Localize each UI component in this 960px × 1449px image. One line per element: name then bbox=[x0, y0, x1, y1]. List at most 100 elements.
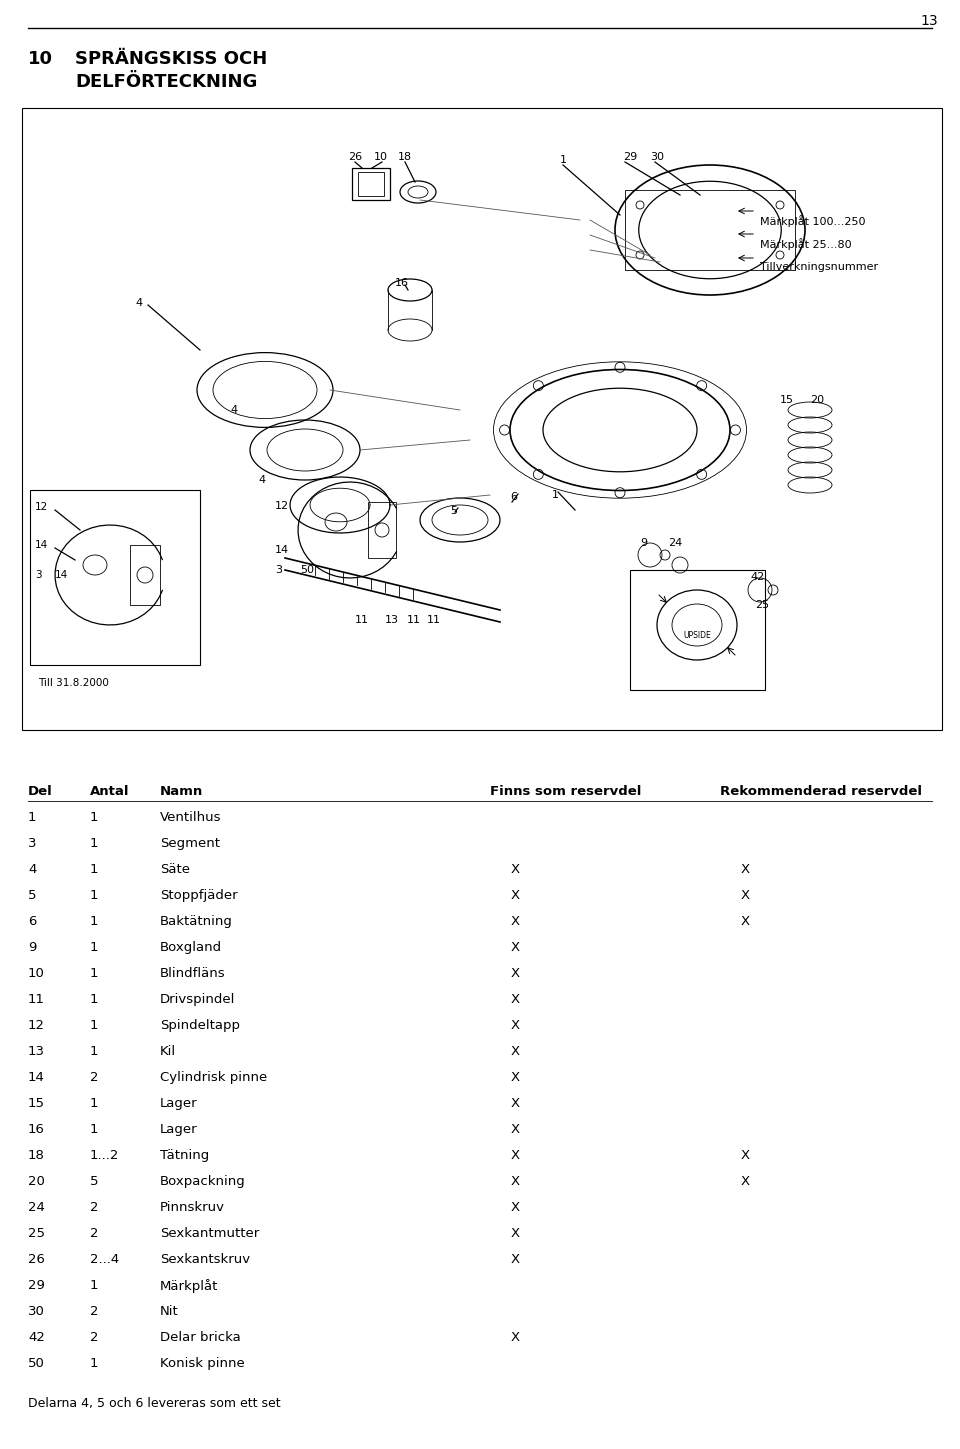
Text: X: X bbox=[740, 1175, 750, 1188]
Bar bbox=[352, 168, 390, 200]
Text: 2...4: 2...4 bbox=[90, 1253, 119, 1266]
Bar bbox=[22, 109, 942, 730]
Text: X: X bbox=[511, 864, 519, 877]
Text: Märkplåt: Märkplåt bbox=[160, 1279, 218, 1293]
Text: X: X bbox=[511, 1123, 519, 1136]
Text: X: X bbox=[511, 1071, 519, 1084]
Text: 1: 1 bbox=[90, 864, 99, 877]
Text: Spindeltapp: Spindeltapp bbox=[160, 1019, 240, 1032]
Text: 20: 20 bbox=[810, 396, 824, 406]
Text: 9: 9 bbox=[28, 940, 36, 953]
Text: SPRÄNGSKISS OCH: SPRÄNGSKISS OCH bbox=[75, 51, 267, 68]
Text: 6: 6 bbox=[28, 914, 36, 927]
Text: 10: 10 bbox=[374, 152, 388, 162]
Text: Stoppfjäder: Stoppfjäder bbox=[160, 890, 238, 901]
Text: X: X bbox=[511, 1227, 519, 1240]
Text: 26: 26 bbox=[348, 152, 362, 162]
Bar bbox=[625, 190, 795, 270]
Text: 1...2: 1...2 bbox=[90, 1149, 119, 1162]
Text: 1: 1 bbox=[560, 155, 567, 165]
Text: 4: 4 bbox=[135, 298, 142, 309]
Text: 1: 1 bbox=[28, 811, 36, 824]
Text: 11: 11 bbox=[28, 993, 45, 1006]
Text: 1: 1 bbox=[90, 914, 99, 927]
Text: 42: 42 bbox=[28, 1332, 45, 1345]
Text: Boxgland: Boxgland bbox=[160, 940, 222, 953]
Text: 24: 24 bbox=[28, 1201, 45, 1214]
Text: 14: 14 bbox=[55, 569, 68, 580]
Text: 5: 5 bbox=[90, 1175, 99, 1188]
Text: Nit: Nit bbox=[160, 1306, 179, 1319]
Text: 13: 13 bbox=[921, 14, 938, 28]
Text: Antal: Antal bbox=[90, 785, 130, 798]
Text: 13: 13 bbox=[385, 614, 399, 625]
Text: 12: 12 bbox=[275, 501, 289, 511]
Text: Drivspindel: Drivspindel bbox=[160, 993, 235, 1006]
Text: 1: 1 bbox=[90, 1358, 99, 1369]
Bar bbox=[358, 172, 384, 196]
Text: 3: 3 bbox=[28, 838, 36, 851]
Text: Boxpackning: Boxpackning bbox=[160, 1175, 246, 1188]
Text: Sexkantskruv: Sexkantskruv bbox=[160, 1253, 251, 1266]
Text: 4: 4 bbox=[258, 475, 265, 485]
Text: X: X bbox=[740, 1149, 750, 1162]
Text: Konisk pinne: Konisk pinne bbox=[160, 1358, 245, 1369]
Text: 24: 24 bbox=[668, 538, 683, 548]
Text: 11: 11 bbox=[407, 614, 421, 625]
Text: 12: 12 bbox=[28, 1019, 45, 1032]
Text: 1: 1 bbox=[90, 966, 99, 980]
Text: X: X bbox=[740, 914, 750, 927]
Text: 15: 15 bbox=[28, 1097, 45, 1110]
Text: 2: 2 bbox=[90, 1201, 99, 1214]
Text: Rekommenderad reservdel: Rekommenderad reservdel bbox=[720, 785, 922, 798]
Text: 1: 1 bbox=[90, 940, 99, 953]
Text: 15: 15 bbox=[780, 396, 794, 406]
Text: 16: 16 bbox=[28, 1123, 45, 1136]
Text: Kil: Kil bbox=[160, 1045, 176, 1058]
Text: 30: 30 bbox=[28, 1306, 45, 1319]
Text: 12: 12 bbox=[35, 501, 48, 511]
Text: 14: 14 bbox=[28, 1071, 45, 1084]
Bar bbox=[30, 490, 200, 665]
Text: 11: 11 bbox=[355, 614, 369, 625]
Text: Lager: Lager bbox=[160, 1097, 198, 1110]
Text: Pinnskruv: Pinnskruv bbox=[160, 1201, 225, 1214]
Text: 1: 1 bbox=[90, 890, 99, 901]
Text: Namn: Namn bbox=[160, 785, 204, 798]
Text: 2: 2 bbox=[90, 1227, 99, 1240]
Text: X: X bbox=[511, 940, 519, 953]
Text: X: X bbox=[511, 966, 519, 980]
Text: 9: 9 bbox=[640, 538, 647, 548]
Text: X: X bbox=[511, 1045, 519, 1058]
Text: X: X bbox=[511, 1332, 519, 1345]
Text: X: X bbox=[511, 1175, 519, 1188]
Text: 1: 1 bbox=[90, 838, 99, 851]
Text: X: X bbox=[511, 1019, 519, 1032]
Text: 3: 3 bbox=[35, 569, 41, 580]
Bar bbox=[130, 545, 160, 606]
Text: X: X bbox=[740, 890, 750, 901]
Text: 50: 50 bbox=[28, 1358, 45, 1369]
Text: 11: 11 bbox=[427, 614, 441, 625]
Text: 2: 2 bbox=[90, 1306, 99, 1319]
Text: 4: 4 bbox=[230, 406, 237, 414]
Text: X: X bbox=[511, 914, 519, 927]
Text: X: X bbox=[511, 1149, 519, 1162]
Text: Märkplåt 100...250: Märkplåt 100...250 bbox=[760, 214, 866, 227]
Text: Finns som reservdel: Finns som reservdel bbox=[490, 785, 641, 798]
Text: Delar bricka: Delar bricka bbox=[160, 1332, 241, 1345]
Bar bbox=[630, 569, 765, 690]
Text: Del: Del bbox=[28, 785, 53, 798]
Text: DELFÖRTECKNING: DELFÖRTECKNING bbox=[75, 72, 257, 91]
Text: X: X bbox=[740, 864, 750, 877]
Text: 10: 10 bbox=[28, 51, 53, 68]
Text: 50: 50 bbox=[300, 565, 314, 575]
Text: 26: 26 bbox=[28, 1253, 45, 1266]
Text: 2: 2 bbox=[90, 1071, 99, 1084]
Text: 5: 5 bbox=[450, 506, 457, 516]
Text: X: X bbox=[511, 993, 519, 1006]
Text: Märkplåt 25...80: Märkplåt 25...80 bbox=[760, 238, 852, 249]
Text: 6: 6 bbox=[510, 493, 517, 501]
Text: 1: 1 bbox=[90, 1123, 99, 1136]
Text: 29: 29 bbox=[28, 1279, 45, 1293]
